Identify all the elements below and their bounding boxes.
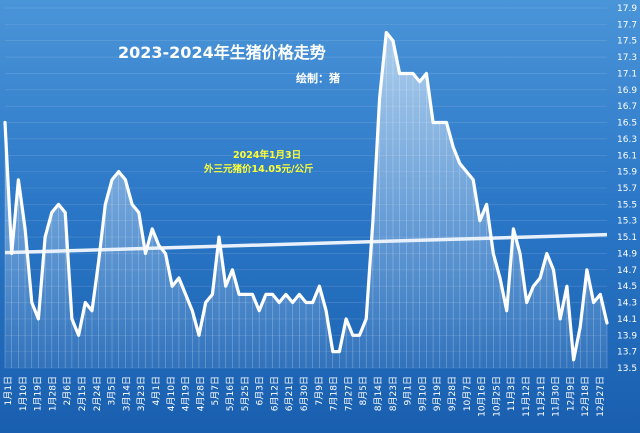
y-tick-label: 14.7 xyxy=(617,266,637,276)
x-tick-label: 4月19日 xyxy=(181,376,192,411)
x-tick-label: 3月14日 xyxy=(121,376,132,411)
x-tick-label: 12月9日 xyxy=(565,376,576,411)
x-tick-label: 11月3日 xyxy=(506,376,517,411)
trend-line xyxy=(4,232,608,255)
x-tick-label: 5月16日 xyxy=(225,376,236,411)
x-tick-label: 12月27日 xyxy=(595,376,606,417)
x-tick-label: 1月10日 xyxy=(18,376,29,411)
series-lines xyxy=(3,30,609,362)
y-tick-label: 15.9 xyxy=(617,168,637,178)
x-tick-label: 9月1日 xyxy=(403,376,414,405)
y-tick-label: 15.7 xyxy=(617,184,637,194)
y-tick-label: 14.1 xyxy=(617,315,637,325)
x-tick-label: 2月24日 xyxy=(92,376,103,411)
x-tick-label: 6月12日 xyxy=(269,376,280,411)
x-tick-label: 9月10日 xyxy=(417,376,428,411)
x-tick-label: 7月18日 xyxy=(329,376,340,411)
x-tick-label: 2月15日 xyxy=(77,376,88,411)
x-tick-label: 10月7日 xyxy=(462,376,473,411)
x-tick-label: 4月1日 xyxy=(151,376,162,405)
annotation-line-2: 外三元猪价14.05元/公斤 xyxy=(203,163,314,175)
y-tick-label: 14.3 xyxy=(617,299,637,309)
x-tick-label: 4月28日 xyxy=(195,376,206,411)
x-tick-label: 11月21日 xyxy=(536,376,547,417)
y-tick-label: 16.7 xyxy=(617,102,637,112)
y-tick-label: 15.1 xyxy=(617,233,637,243)
y-tick-label: 14.5 xyxy=(617,282,637,292)
x-axis: 1月1日 1月10日 1月19日 1月28日 2月6日 2月15日 2月24日 3月5日 3月1… xyxy=(3,376,606,417)
x-tick-label: 5月7日 xyxy=(210,376,221,405)
x-tick-label: 7月27日 xyxy=(343,376,354,411)
y-tick-label: 15.5 xyxy=(617,200,637,210)
y-tick-label: 17.7 xyxy=(617,20,637,30)
y-tick-label: 16.3 xyxy=(617,135,637,145)
x-tick-label: 1月1日 xyxy=(3,376,14,405)
chart-title: 2023-2024年生猪价格走势 xyxy=(118,43,326,62)
x-tick-label: 3月23日 xyxy=(136,376,147,411)
series-area xyxy=(4,32,608,368)
x-tick-label: 6月3日 xyxy=(255,376,266,405)
x-tick-label: 7月9日 xyxy=(314,376,325,405)
x-tick-label: 6月21日 xyxy=(284,376,295,411)
y-axis: 13.5 13.7 13.9 14.1 14.3 14.5 14.7 14.9 15.1 15.3… xyxy=(617,4,637,374)
x-tick-label: 8月5日 xyxy=(358,376,369,405)
x-tick-label: 8月23日 xyxy=(388,376,399,411)
y-tick-label: 17.1 xyxy=(617,69,637,79)
x-tick-label: 10月16日 xyxy=(477,376,488,417)
series-fill xyxy=(5,32,607,368)
x-tick-label: 12月18日 xyxy=(580,376,591,417)
y-tick-label: 17.9 xyxy=(617,4,637,14)
y-tick-label: 14.9 xyxy=(617,249,637,259)
y-tick-label: 16.5 xyxy=(617,119,637,129)
y-tick-label: 15.3 xyxy=(617,217,637,227)
series-line xyxy=(3,30,609,362)
y-tick-label: 13.5 xyxy=(617,364,637,374)
annotation-line-1: 2024年1月3日 xyxy=(233,149,301,161)
y-tick-label: 13.7 xyxy=(617,348,637,358)
x-tick-label: 11月30日 xyxy=(551,376,562,417)
chart-subtitle: 绘制：猪 xyxy=(296,71,340,85)
x-tick-label: 4月10日 xyxy=(166,376,177,411)
x-tick-label: 1月19日 xyxy=(33,376,44,411)
x-tick-label: 9月28日 xyxy=(447,376,458,411)
x-tick-label: 10月25日 xyxy=(491,376,502,417)
x-tick-label: 3月5日 xyxy=(107,376,118,405)
x-tick-label: 11月12日 xyxy=(521,376,532,417)
x-tick-label: 8月14日 xyxy=(373,376,384,411)
y-tick-label: 17.3 xyxy=(617,53,637,63)
y-tick-label: 16.1 xyxy=(617,151,637,161)
x-tick-label: 6月30日 xyxy=(299,376,310,411)
x-tick-label: 2月6日 xyxy=(62,376,73,405)
y-tick-label: 13.9 xyxy=(617,331,637,341)
y-tick-label: 16.9 xyxy=(617,86,637,96)
x-tick-label: 1月28日 xyxy=(47,376,58,411)
x-tick-label: 5月25日 xyxy=(240,376,251,411)
x-tick-label: 9月19日 xyxy=(432,376,443,411)
y-tick-label: 17.5 xyxy=(617,37,637,47)
